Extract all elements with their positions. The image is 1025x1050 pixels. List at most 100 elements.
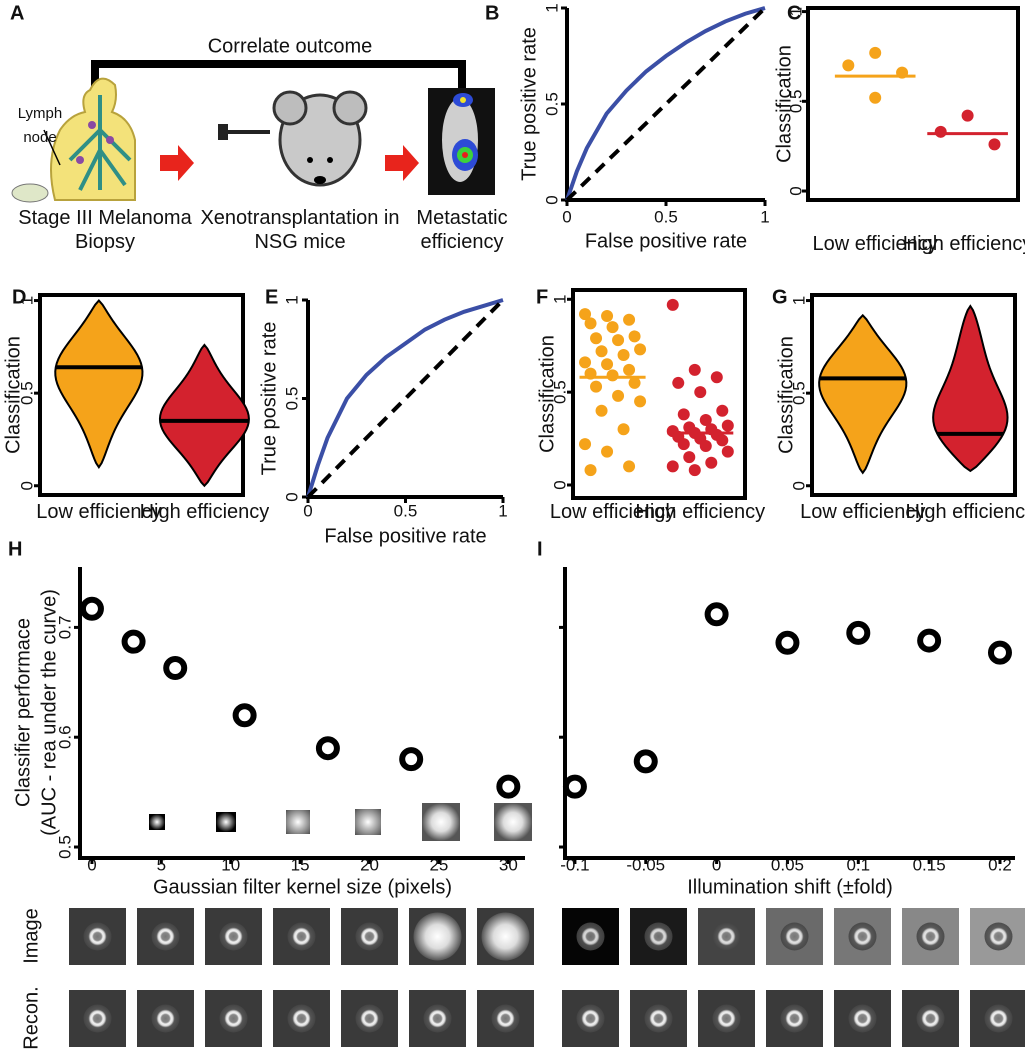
- frame: [571, 288, 747, 500]
- annotation-box: Lymph node: [17, 105, 63, 146]
- panel-letter: I: [537, 538, 543, 560]
- point: [934, 125, 947, 138]
- point: [601, 310, 614, 322]
- x-category-label-box: Low efficiency: [812, 233, 938, 255]
- panel-letter: B: [485, 2, 499, 24]
- cell: [644, 922, 673, 951]
- panel-letter: D: [12, 286, 26, 308]
- frame: [806, 6, 1020, 202]
- x-tick-label: 0.5: [394, 501, 418, 520]
- violin-body: [158, 343, 250, 488]
- cell: [287, 922, 316, 951]
- x-category-label-box: High efficiency: [635, 501, 765, 523]
- x-tick-label: 1: [760, 207, 769, 226]
- x-axis-label: False positive rate: [324, 525, 486, 547]
- step-label-box: Metastatic efficiency: [416, 207, 508, 253]
- point: [710, 371, 723, 384]
- point: [672, 376, 685, 389]
- cell: [151, 1004, 180, 1033]
- x-tick-label: 0: [303, 501, 312, 520]
- panel-letter: H: [8, 538, 22, 560]
- point: [842, 59, 855, 72]
- y-tick-label: 0.5: [55, 835, 74, 859]
- cell: [287, 1004, 316, 1033]
- panel-letter: A: [10, 2, 24, 24]
- point: [721, 445, 734, 458]
- x-category-label: Low efficiency: [800, 501, 926, 523]
- cell: [984, 1004, 1013, 1033]
- biopsy-tool: [11, 183, 49, 203]
- y-tick-label: 0: [282, 492, 301, 501]
- point: [584, 317, 597, 330]
- point: [666, 460, 679, 473]
- point: [121, 629, 146, 654]
- annotation: Lymph node: [17, 105, 63, 146]
- point: [579, 438, 592, 451]
- x-tick-label: 30: [499, 855, 518, 874]
- x-tick-label: 5: [157, 855, 166, 874]
- y-tick-label: 0.5: [282, 387, 301, 411]
- point: [961, 109, 974, 122]
- point: [579, 356, 592, 369]
- point: [315, 736, 340, 761]
- row-label: Recon.: [20, 986, 42, 1049]
- x-axis-label: Gaussian filter kernel size (pixels): [153, 876, 452, 898]
- step-label: Metastatic efficiency: [416, 207, 508, 253]
- point: [584, 464, 597, 477]
- panel-letter: F: [536, 286, 548, 308]
- point: [595, 345, 608, 358]
- y-tick-label: 0: [786, 186, 805, 195]
- step-label-box: Stage III Melanoma Biopsy: [18, 207, 192, 253]
- point: [633, 749, 658, 774]
- point: [612, 334, 625, 347]
- cell: [219, 922, 248, 951]
- cell: [780, 1004, 809, 1033]
- x-tick-label: 0.05: [771, 855, 804, 874]
- point: [869, 46, 882, 59]
- point: [617, 423, 630, 436]
- x-category-label-box: High efficiency: [905, 501, 1025, 523]
- point: [688, 464, 701, 477]
- point: [677, 438, 690, 451]
- point: [666, 298, 679, 311]
- y-axis-label: (AUC - rea under the curve): [38, 589, 60, 836]
- kernel-icon: [355, 809, 381, 835]
- step-label: Stage III Melanoma Biopsy: [18, 207, 192, 253]
- cell: [576, 1004, 605, 1033]
- point: [699, 414, 712, 426]
- roc-line: [306, 298, 504, 498]
- point: [595, 404, 608, 417]
- point: [590, 380, 603, 393]
- violin-body: [818, 313, 908, 475]
- y-tick-label: 0: [550, 480, 569, 489]
- y-tick-label: 1: [786, 7, 805, 16]
- point: [721, 419, 734, 432]
- y-tick-label: 1: [282, 295, 301, 304]
- kernel-icon: [149, 814, 165, 830]
- x-tick-label: 0: [712, 855, 721, 874]
- point: [688, 363, 701, 376]
- x-tick-label: 15: [291, 855, 310, 874]
- violin-body: [932, 304, 1009, 473]
- x-category-label: High efficiency: [902, 233, 1025, 255]
- cell: [916, 1004, 945, 1033]
- y-axis-label: True positive rate: [518, 27, 540, 181]
- point: [496, 774, 521, 799]
- y-tick-label: 0.5: [17, 381, 36, 405]
- point: [846, 620, 871, 645]
- cell: [644, 1004, 673, 1033]
- point: [617, 349, 630, 361]
- y-tick-label: 0: [542, 195, 561, 204]
- x-category-label: Low efficiency: [812, 233, 938, 255]
- point: [163, 656, 188, 681]
- y-tick-label: 0.5: [550, 380, 569, 404]
- x-tick-label: 0.5: [654, 207, 678, 226]
- violin-body: [54, 299, 144, 470]
- point: [704, 602, 729, 627]
- cell: [481, 912, 530, 961]
- point: [584, 367, 597, 380]
- point: [399, 747, 424, 772]
- point: [606, 369, 619, 382]
- point: [705, 456, 718, 469]
